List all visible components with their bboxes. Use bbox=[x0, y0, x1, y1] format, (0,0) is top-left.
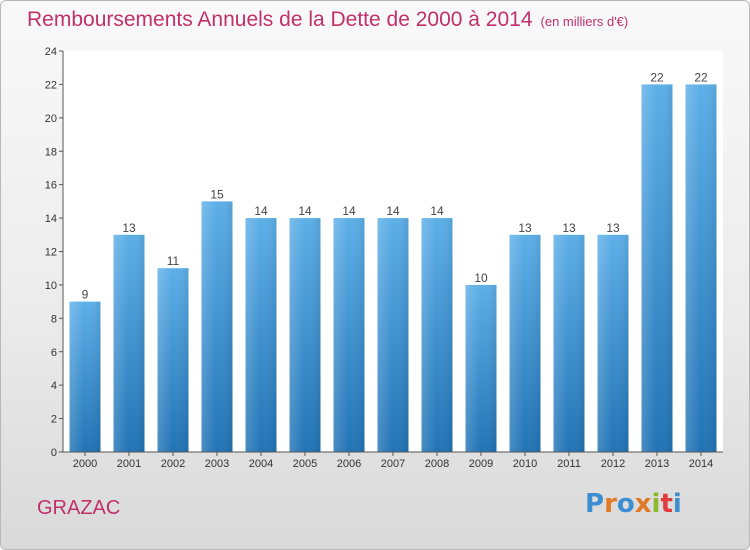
data-labels-group: 9 13 11 15 14 14 14 14 14 10 13 13 13 22 22 bbox=[82, 70, 708, 301]
data-label-2000: 9 bbox=[82, 288, 89, 302]
bar-shine-2006 bbox=[333, 218, 365, 452]
x-tick-label-2008: 2008 bbox=[425, 458, 449, 470]
y-tick-label-20: 20 bbox=[45, 113, 57, 125]
proxiti-logo[interactable]: Proxiti bbox=[585, 489, 682, 519]
y-tick-label-22: 22 bbox=[45, 79, 57, 91]
chart-unit: (en milliers d'€) bbox=[540, 14, 629, 29]
bar-shine-2002 bbox=[157, 268, 189, 452]
x-tick-label-2000: 2000 bbox=[73, 458, 97, 470]
data-label-2004: 14 bbox=[254, 204, 268, 218]
bar-shine-2007 bbox=[377, 218, 409, 452]
y-tick-label-4: 4 bbox=[51, 380, 57, 392]
logo-letter: i bbox=[672, 489, 682, 519]
bar-shine-2010 bbox=[509, 234, 541, 452]
bars-group bbox=[69, 84, 717, 453]
bar-shine-2012 bbox=[597, 234, 629, 452]
logo-letter: x bbox=[634, 489, 652, 519]
bar-shine-2009 bbox=[465, 284, 497, 452]
data-label-2005: 14 bbox=[298, 204, 312, 218]
y-tick-label-14: 14 bbox=[45, 213, 57, 225]
y-tick-label-6: 6 bbox=[51, 347, 57, 359]
logo-letter: r bbox=[604, 489, 617, 519]
bar-shine-2001 bbox=[113, 234, 145, 452]
chart-title-text: Remboursements Annuels de la Dette de 20… bbox=[27, 8, 533, 31]
logo-letter: P bbox=[585, 489, 605, 519]
bar-shine-2013 bbox=[641, 84, 673, 453]
data-label-2002: 11 bbox=[167, 254, 180, 268]
x-tick-label-2003: 2003 bbox=[205, 458, 229, 470]
logo-letter: i bbox=[651, 489, 661, 519]
x-tick-label-2009: 2009 bbox=[469, 458, 493, 470]
x-tick-label-2010: 2010 bbox=[513, 458, 537, 470]
x-tick-label-2012: 2012 bbox=[601, 458, 625, 470]
data-label-2003: 15 bbox=[210, 187, 224, 201]
y-tick-label-10: 10 bbox=[45, 280, 57, 292]
x-tick-label-2013: 2013 bbox=[645, 458, 669, 470]
data-label-2006: 14 bbox=[342, 204, 356, 218]
data-label-2008: 14 bbox=[430, 204, 444, 218]
data-label-2001: 13 bbox=[122, 221, 136, 235]
y-tick-label-2: 2 bbox=[51, 414, 57, 426]
data-label-2007: 14 bbox=[386, 204, 400, 218]
y-tick-label-16: 16 bbox=[45, 180, 57, 192]
x-tick-label-2011: 2011 bbox=[557, 458, 581, 470]
y-tick-label-24: 24 bbox=[45, 46, 57, 58]
data-label-2012: 13 bbox=[606, 221, 620, 235]
y-tick-label-8: 8 bbox=[51, 313, 57, 325]
data-label-2009: 10 bbox=[474, 271, 488, 285]
x-tick-label-2002: 2002 bbox=[161, 458, 185, 470]
chart-title: Remboursements Annuels de la Dette de 20… bbox=[27, 8, 628, 32]
x-tick-label-2005: 2005 bbox=[293, 458, 317, 470]
data-label-2014: 22 bbox=[694, 70, 708, 84]
bar-shine-2004 bbox=[245, 218, 277, 452]
data-label-2010: 13 bbox=[518, 221, 532, 235]
x-tick-label-2004: 2004 bbox=[249, 458, 273, 470]
y-tick-label-0: 0 bbox=[51, 447, 57, 459]
bar-shine-2008 bbox=[421, 218, 453, 452]
x-tick-label-2001: 2001 bbox=[117, 458, 141, 470]
bar-shine-2011 bbox=[553, 234, 585, 452]
data-label-2013: 22 bbox=[650, 70, 664, 84]
y-tick-label-18: 18 bbox=[45, 146, 57, 158]
y-tick-label-12: 12 bbox=[45, 247, 57, 259]
logo-letter: o bbox=[616, 489, 635, 519]
bar-shine-2014 bbox=[685, 84, 717, 453]
logo-letter: t bbox=[660, 489, 673, 519]
axes-group: 2000 2001 2002 2003 2004 2005 2006 2007 2008 2009… bbox=[45, 46, 723, 470]
data-label-2011: 13 bbox=[562, 221, 576, 235]
bar-shine-2003 bbox=[201, 201, 233, 452]
bar-shine-2000 bbox=[69, 301, 101, 452]
x-tick-label-2014: 2014 bbox=[689, 458, 713, 470]
x-tick-label-2006: 2006 bbox=[337, 458, 361, 470]
x-tick-label-2007: 2007 bbox=[381, 458, 405, 470]
bar-shine-2005 bbox=[289, 218, 321, 452]
town-name: GRAZAC bbox=[37, 497, 121, 519]
